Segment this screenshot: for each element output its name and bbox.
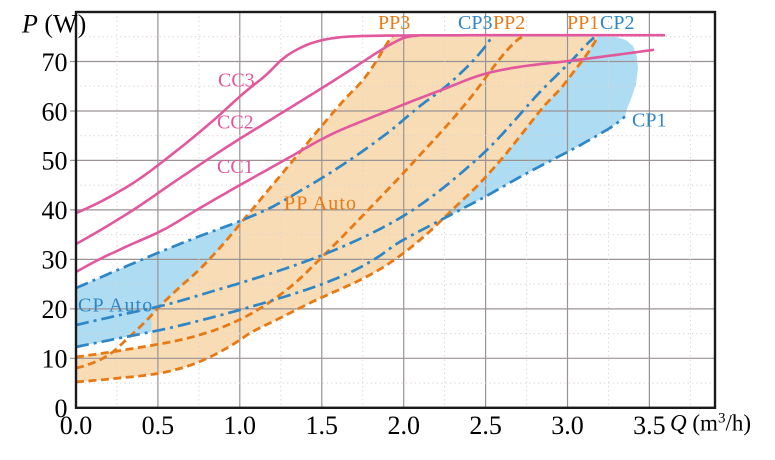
svg-text:2.0: 2.0: [387, 411, 420, 440]
svg-text:0: 0: [55, 394, 68, 423]
svg-text:CC3: CC3: [218, 70, 255, 92]
svg-text:CC2: CC2: [217, 112, 254, 134]
svg-text:CC1: CC1: [217, 156, 254, 178]
svg-text:50: 50: [42, 147, 68, 176]
svg-text:PP2: PP2: [493, 12, 525, 34]
svg-text:P (W): P (W): [21, 10, 86, 39]
svg-text:10: 10: [42, 345, 68, 374]
svg-text:CP3: CP3: [458, 12, 492, 34]
svg-text:30: 30: [42, 246, 68, 275]
svg-text:PP Auto: PP Auto: [284, 193, 357, 215]
svg-text:PP1: PP1: [567, 12, 599, 34]
svg-text:CP Auto: CP Auto: [78, 295, 153, 317]
svg-text:1.5: 1.5: [306, 411, 339, 440]
svg-text:1.0: 1.0: [224, 411, 257, 440]
svg-text:3.5: 3.5: [633, 411, 666, 440]
svg-text:40: 40: [42, 196, 68, 225]
svg-text:0.0: 0.0: [60, 411, 93, 440]
svg-text:PP3: PP3: [378, 12, 410, 34]
svg-text:2.5: 2.5: [469, 411, 502, 440]
svg-text:CP1: CP1: [632, 110, 666, 132]
svg-text:20: 20: [42, 295, 68, 324]
svg-text:60: 60: [42, 97, 68, 126]
svg-text:0.5: 0.5: [142, 411, 175, 440]
svg-text:Q (m3/h): Q (m3/h): [670, 411, 751, 436]
svg-text:70: 70: [42, 48, 68, 77]
svg-text:3.0: 3.0: [551, 411, 584, 440]
svg-text:CP2: CP2: [600, 12, 634, 34]
